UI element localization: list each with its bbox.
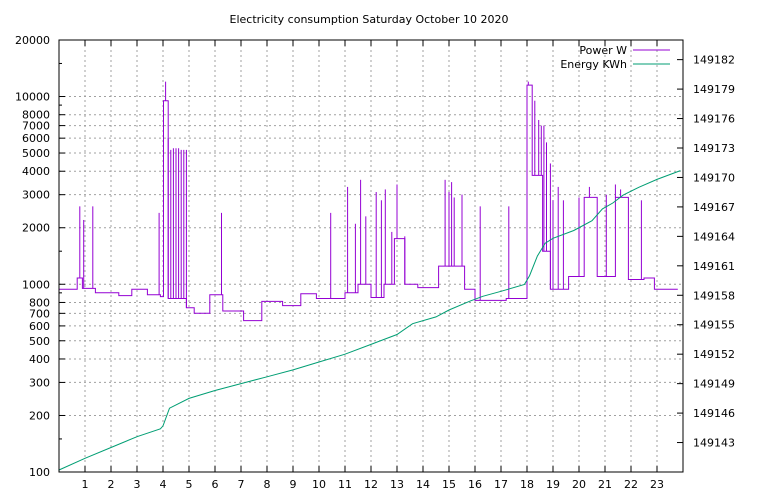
y-tick-label: 6000 — [22, 132, 50, 145]
y-tick-label: 200 — [29, 409, 50, 422]
x-tick-label: 16 — [468, 478, 482, 491]
x-tick-label: 21 — [598, 478, 612, 491]
y-tick-label: 600 — [29, 320, 50, 333]
y2-tick-label: 149146 — [693, 407, 735, 420]
legend: Power W Energy KWh — [560, 44, 670, 71]
gridlines — [59, 39, 683, 473]
y-tick-label: 2000 — [22, 222, 50, 235]
y-tick-label: 7000 — [22, 120, 50, 133]
y2-tick-label: 149143 — [693, 437, 735, 450]
y-tick-label: 1000 — [22, 278, 50, 291]
y-tick-label: 10000 — [15, 91, 50, 104]
y-tick-label: 500 — [29, 335, 50, 348]
axes: 1 2 3 4 5 6 7 8 9 10 11 12 13 14 15 16 17 18 19 20 21 22 23100… — [15, 34, 735, 491]
x-tick-label: 9 — [290, 478, 297, 491]
y2-tick-label: 149167 — [693, 201, 735, 214]
x-tick-label: 12 — [364, 478, 378, 491]
x-tick-label: 7 — [238, 478, 245, 491]
y-tick-label: 300 — [29, 376, 50, 389]
x-tick-label: 19 — [546, 478, 560, 491]
y2-tick-label: 149149 — [693, 378, 735, 391]
chart-title: Electricity consumption Saturday October… — [230, 13, 509, 26]
y-tick-label: 4000 — [22, 165, 50, 178]
x-tick-label: 5 — [186, 478, 193, 491]
legend-label-power: Power W — [579, 44, 627, 57]
y2-tick-label: 149158 — [693, 289, 735, 302]
y-tick-label: 5000 — [22, 147, 50, 160]
legend-label-energy: Energy KWh — [560, 58, 627, 71]
y2-tick-label: 149170 — [693, 171, 735, 184]
x-tick-label: 14 — [416, 478, 430, 491]
series-line-energy — [58, 170, 681, 471]
y2-tick-label: 149164 — [693, 230, 735, 243]
x-tick-label: 2 — [108, 478, 115, 491]
y2-tick-label: 149161 — [693, 260, 735, 273]
x-tick-label: 22 — [624, 478, 638, 491]
x-tick-label: 17 — [494, 478, 508, 491]
x-tick-label: 6 — [212, 478, 219, 491]
x-tick-label: 8 — [264, 478, 271, 491]
series-line-power — [59, 84, 678, 322]
y2-tick-label: 149182 — [693, 54, 735, 67]
series-layer — [58, 81, 681, 471]
y-tick-label: 800 — [29, 296, 50, 309]
x-tick-label: 1 — [82, 478, 89, 491]
x-tick-label: 4 — [160, 478, 167, 491]
y-tick-label: 100 — [29, 466, 50, 479]
y-tick-label: 700 — [29, 307, 50, 320]
y2-tick-label: 149173 — [693, 142, 735, 155]
y-tick-label: 400 — [29, 353, 50, 366]
x-tick-label: 13 — [390, 478, 404, 491]
y2-tick-label: 149179 — [693, 83, 735, 96]
x-tick-label: 3 — [134, 478, 141, 491]
x-tick-label: 20 — [572, 478, 586, 491]
x-tick-label: 18 — [520, 478, 534, 491]
x-tick-label: 10 — [312, 478, 326, 491]
y-tick-label: 20000 — [15, 34, 50, 47]
y2-tick-label: 149176 — [693, 113, 735, 126]
x-tick-label: 11 — [338, 478, 352, 491]
y2-tick-label: 149152 — [693, 348, 735, 361]
x-tick-label: 23 — [650, 478, 664, 491]
y2-tick-label: 149155 — [693, 319, 735, 332]
y-tick-label: 8000 — [22, 109, 50, 122]
x-tick-label: 15 — [442, 478, 456, 491]
y-tick-label: 3000 — [22, 189, 50, 202]
